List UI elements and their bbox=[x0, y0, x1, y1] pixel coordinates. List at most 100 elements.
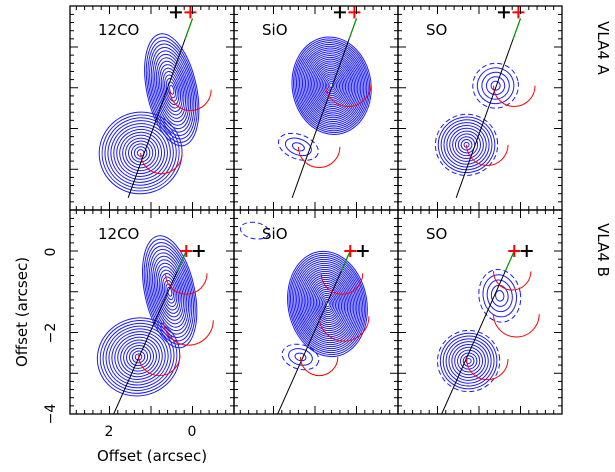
bow-shock-arc bbox=[324, 83, 372, 107]
contour-level bbox=[482, 274, 518, 318]
contour-group-0 bbox=[291, 36, 372, 135]
contour-level bbox=[101, 114, 180, 192]
contour-level bbox=[288, 348, 313, 366]
contour-level bbox=[131, 350, 146, 364]
contour-level bbox=[297, 43, 366, 128]
contour-group-0 bbox=[434, 113, 499, 176]
contour-level bbox=[303, 272, 352, 336]
contour-level bbox=[300, 268, 355, 340]
bow-shock-arc bbox=[466, 144, 509, 167]
jet-axis-line bbox=[455, 18, 521, 198]
contour-level bbox=[442, 335, 495, 387]
x-axis-label: Offset (arcsec) bbox=[97, 447, 207, 465]
contour-level bbox=[133, 146, 148, 160]
contour-level bbox=[314, 286, 341, 322]
contour-level bbox=[294, 40, 369, 132]
contour-level bbox=[277, 132, 319, 161]
bow-shock-arc bbox=[138, 354, 181, 377]
vla4b-position-marker bbox=[184, 6, 197, 19]
bow-shock-arc bbox=[466, 358, 509, 381]
contour-level bbox=[452, 130, 481, 159]
contour-level bbox=[122, 134, 160, 172]
panel-frame bbox=[233, 209, 399, 415]
contour-level bbox=[105, 325, 172, 389]
contour-level bbox=[446, 124, 487, 165]
contour-level bbox=[116, 128, 165, 177]
contour-level bbox=[150, 46, 193, 133]
contour-level bbox=[302, 270, 353, 338]
vla4b-position-marker bbox=[512, 6, 525, 19]
contour-level bbox=[312, 284, 343, 324]
contour-level bbox=[302, 49, 362, 122]
contour-level bbox=[148, 248, 191, 335]
jet-axis-line bbox=[113, 250, 187, 414]
jet-axis-line bbox=[291, 18, 357, 198]
contour-group-1 bbox=[281, 343, 320, 371]
contour-level bbox=[495, 290, 505, 302]
contour-level bbox=[295, 42, 368, 130]
bow-shock-arc bbox=[493, 85, 536, 107]
contour-level bbox=[320, 294, 335, 314]
contour-level bbox=[294, 352, 307, 362]
panel-frame bbox=[397, 5, 563, 211]
contour-group-1 bbox=[144, 33, 200, 147]
contour-level bbox=[152, 255, 188, 328]
contour-level bbox=[145, 242, 194, 342]
panel-title-a-sio: SiO bbox=[262, 21, 288, 39]
contour-level bbox=[296, 262, 359, 346]
contour-level bbox=[324, 300, 330, 308]
vla4a-position-marker bbox=[192, 245, 205, 257]
contour-level bbox=[462, 355, 475, 367]
contour-level bbox=[108, 328, 169, 386]
contour-level bbox=[321, 296, 333, 312]
vla4a-position-marker bbox=[356, 245, 369, 257]
panel-title-b-sio: SiO bbox=[262, 225, 288, 243]
contour-level bbox=[485, 76, 506, 96]
contour-level bbox=[437, 116, 496, 174]
contour-level bbox=[308, 56, 356, 115]
contour-level bbox=[155, 262, 184, 321]
contour-level bbox=[476, 67, 515, 105]
jet-axis-line bbox=[277, 250, 351, 414]
contour-level bbox=[113, 126, 168, 180]
contour-level bbox=[149, 43, 195, 137]
contour-level bbox=[102, 322, 175, 391]
contour-group-1 bbox=[478, 268, 522, 323]
vla4a-position-marker bbox=[520, 245, 533, 257]
contour-level bbox=[321, 73, 342, 98]
bow-shock-arc bbox=[493, 271, 532, 291]
contour-level bbox=[130, 143, 151, 163]
contour-level bbox=[320, 71, 344, 100]
contour-level bbox=[157, 266, 183, 318]
contour-level bbox=[293, 258, 362, 350]
contour-level bbox=[309, 58, 354, 113]
contour-level bbox=[155, 57, 188, 123]
row-labels: VLA4 A VLA4 B bbox=[594, 21, 612, 277]
vla4b-position-marker bbox=[508, 245, 521, 257]
panel-frame bbox=[69, 209, 235, 415]
contour-level bbox=[317, 67, 347, 104]
contour-level bbox=[317, 290, 338, 318]
contour-level bbox=[315, 66, 348, 106]
contour-level bbox=[303, 51, 360, 121]
contour-level bbox=[154, 53, 190, 126]
contour-group-1 bbox=[472, 62, 519, 109]
jet-axis-line bbox=[441, 250, 515, 414]
vla4b-position-marker bbox=[348, 6, 361, 19]
contour-level bbox=[315, 288, 340, 320]
contour-level bbox=[454, 346, 484, 376]
contour-level bbox=[290, 254, 365, 354]
contour-level bbox=[292, 38, 371, 134]
bow-shock-arc bbox=[318, 316, 370, 342]
proper-motion-arrow bbox=[176, 250, 187, 272]
y-tick-label-minus4: −4 bbox=[43, 404, 59, 425]
contour-level bbox=[439, 332, 498, 390]
bow-shock-arc bbox=[165, 273, 208, 295]
contour-level bbox=[486, 279, 513, 313]
contour-level bbox=[160, 67, 183, 112]
contour-level bbox=[291, 36, 372, 135]
contour-level bbox=[110, 123, 171, 183]
contour-level bbox=[153, 259, 186, 325]
contour-level bbox=[434, 113, 499, 176]
contour-group-0 bbox=[437, 329, 501, 393]
